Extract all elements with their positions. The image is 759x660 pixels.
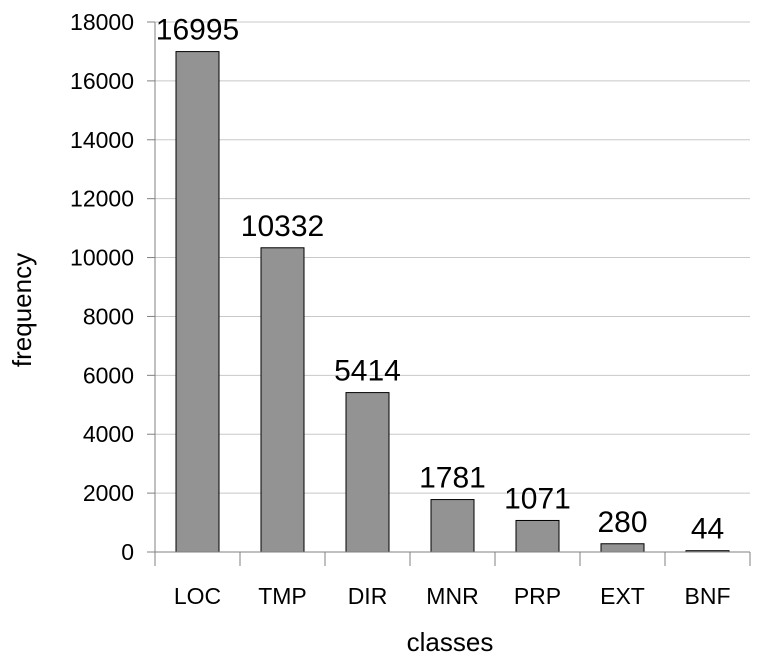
y-tick-label: 18000 [70, 9, 134, 35]
x-tick-label: TMP [258, 583, 307, 609]
data-label-dir: 5414 [334, 355, 401, 388]
gridlines [155, 21, 750, 494]
y-tick-label: 12000 [70, 186, 134, 212]
data-label-loc: 16995 [156, 14, 239, 47]
x-axis-ticks: LOC TMP DIR MNR PRP EXT BNF [154, 552, 751, 609]
y-tick-label: 4000 [83, 421, 134, 447]
x-tick-label: EXT [600, 583, 645, 609]
y-tick-label: 16000 [70, 68, 134, 94]
bar-prp [515, 519, 560, 553]
y-axis-ticks: 0 2000 4000 6000 8000 10000 12000 14000 16000 180… [70, 9, 155, 565]
data-label-tmp: 10332 [241, 210, 324, 243]
x-tick-label: LOC [174, 583, 221, 609]
y-tick-label: 2000 [83, 480, 134, 506]
y-axis-title: frequency [7, 253, 37, 367]
y-tick-label: 6000 [83, 362, 134, 388]
axes [154, 22, 750, 553]
x-axis-title: classes [407, 627, 494, 657]
x-tick-label: DIR [348, 583, 388, 609]
data-label-ext: 280 [597, 506, 647, 539]
bar-tmp [260, 247, 305, 553]
bar-mnr [430, 499, 475, 553]
y-tick-label: 14000 [70, 127, 134, 153]
bars: 16995 10332 5414 1781 1071 280 44 [156, 14, 730, 553]
x-tick-label: BNF [685, 583, 731, 609]
bar-dir [345, 392, 390, 553]
x-tick-label: MNR [426, 583, 478, 609]
data-label-mnr: 1781 [419, 462, 486, 495]
y-tick-label: 0 [121, 539, 134, 565]
data-label-prp: 1071 [504, 482, 571, 515]
bar-loc [175, 51, 220, 553]
y-tick-label: 8000 [83, 303, 134, 329]
x-tick-label: PRP [514, 583, 561, 609]
bar-ext [600, 543, 645, 553]
data-label-bnf: 44 [691, 513, 724, 546]
y-tick-label: 10000 [70, 245, 134, 271]
